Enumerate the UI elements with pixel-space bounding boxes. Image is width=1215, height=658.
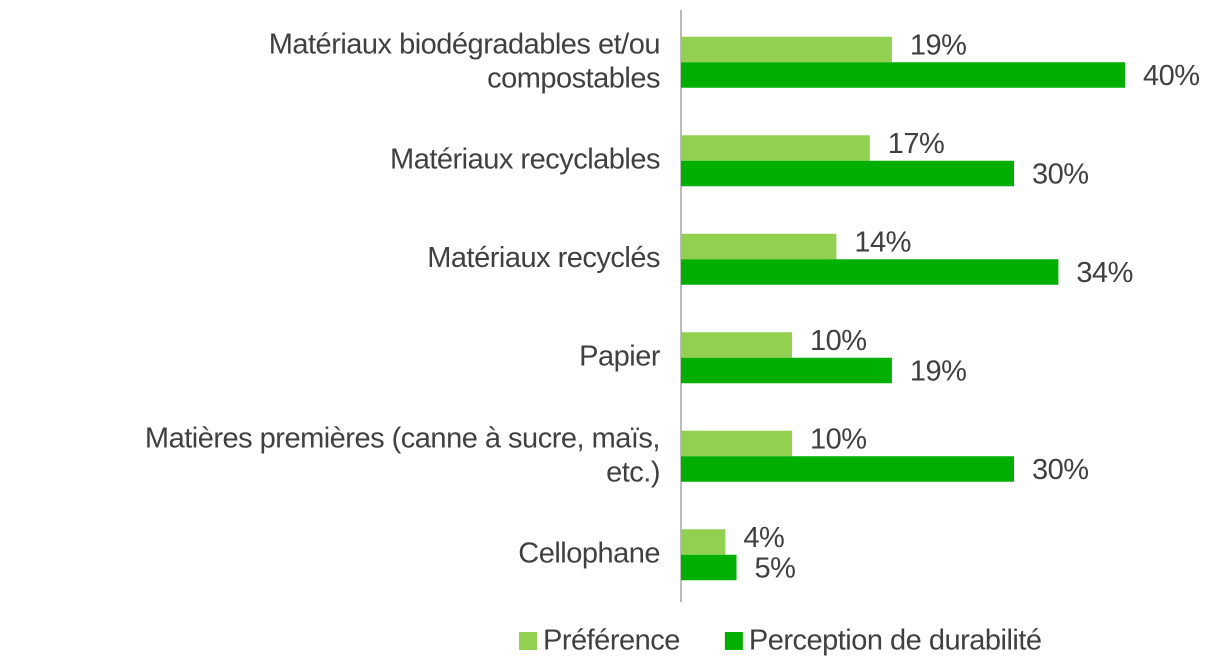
value-label: 30% bbox=[1032, 158, 1089, 190]
category-label: Matériaux recyclables bbox=[390, 143, 660, 175]
category-label: Matières premières (canne à sucre, maïs,… bbox=[145, 422, 660, 488]
value-label: 19% bbox=[910, 29, 967, 61]
bar bbox=[681, 554, 737, 581]
value-label: 19% bbox=[910, 355, 967, 387]
bar bbox=[681, 62, 1125, 88]
legend-swatch bbox=[519, 632, 537, 650]
legend-label: Perception de durabilité bbox=[749, 625, 1042, 657]
value-label: 17% bbox=[888, 128, 945, 160]
category-label: Matériaux recyclés bbox=[427, 242, 660, 274]
category-label: Cellophane bbox=[518, 537, 660, 569]
legend-swatch bbox=[724, 632, 743, 650]
bar bbox=[681, 430, 792, 457]
value-label: 5% bbox=[755, 552, 796, 584]
bar bbox=[681, 160, 1014, 187]
legend-label: Préférence bbox=[543, 625, 680, 657]
bar bbox=[681, 259, 1059, 285]
bar bbox=[681, 456, 1014, 482]
value-label: 40% bbox=[1143, 60, 1200, 92]
bar bbox=[681, 233, 837, 260]
bar bbox=[681, 332, 792, 358]
value-label: 4% bbox=[743, 522, 784, 554]
value-label: 30% bbox=[1032, 454, 1089, 486]
bar bbox=[681, 36, 892, 63]
value-label: 14% bbox=[854, 226, 911, 258]
value-label: 34% bbox=[1076, 257, 1133, 289]
value-label: 10% bbox=[810, 325, 867, 357]
category-label: Papier bbox=[579, 340, 661, 372]
bar bbox=[681, 529, 726, 555]
bar bbox=[681, 135, 870, 161]
category-label: Matériaux biodégradables et/ou compostabl… bbox=[269, 28, 660, 94]
bar bbox=[681, 357, 892, 384]
value-label: 10% bbox=[810, 423, 867, 455]
